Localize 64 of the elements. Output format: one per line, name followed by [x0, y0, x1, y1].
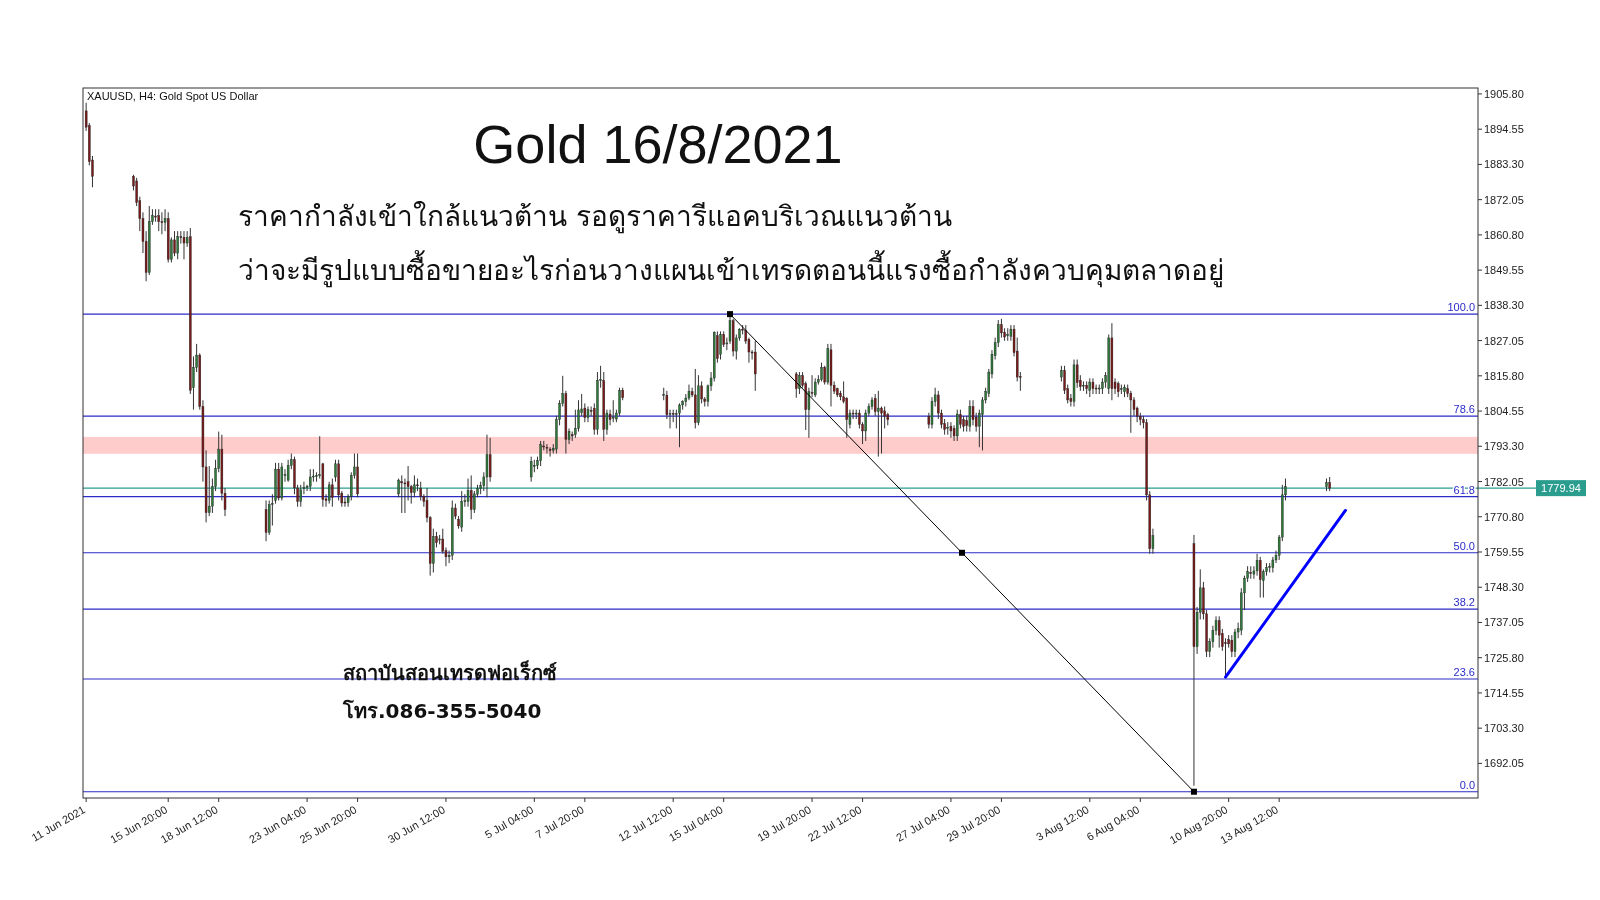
candlestick — [208, 465, 211, 517]
point — [958, 549, 965, 556]
candlestick — [719, 330, 722, 361]
candlestick — [343, 496, 347, 508]
point — [727, 311, 733, 318]
annotation: 0.0 — [1459, 778, 1475, 791]
candlestick — [331, 478, 334, 508]
candlestick — [1218, 615, 1221, 649]
y-tick-label: 1748.30 — [1484, 581, 1524, 594]
annotation: ว่าจะมีรูปแบบซื้อขายอะไรก่อนวางแผนเข้าเทรดตอนนี้แรงซื้อกำลังควบคุมตลาดอยู่ — [238, 250, 1224, 288]
annotation: โทร.086-355-5040 — [342, 699, 542, 723]
candlestick — [545, 443, 549, 454]
annotation: 38.2 — [1453, 596, 1475, 609]
y-tick-label: 1883.30 — [1484, 158, 1524, 171]
candlestick — [1091, 377, 1095, 395]
y-tick-label: 1804.55 — [1484, 405, 1524, 418]
candlestick — [814, 377, 817, 398]
ref-line-label: 1779.94 — [1541, 482, 1581, 495]
y-tick-label: 1759.55 — [1484, 545, 1524, 558]
y-tick-label: 1815.80 — [1484, 369, 1524, 382]
y-tick-label: 1838.30 — [1484, 299, 1524, 312]
candlestick — [485, 434, 489, 498]
y-tick-label: 1725.80 — [1484, 651, 1524, 664]
y-tick-label: 1905.80 — [1484, 87, 1524, 100]
text: Gold 16/8/2021 — [473, 114, 843, 174]
y-tick-label: 1872.05 — [1484, 193, 1524, 206]
annotation: 50.0 — [1453, 539, 1475, 552]
candlestick — [466, 478, 470, 508]
y-tick-label: 1894.55 — [1484, 123, 1524, 136]
point — [1190, 788, 1197, 795]
y-tick-label: 1827.05 — [1484, 334, 1524, 347]
y-tick-label: 1770.80 — [1484, 510, 1524, 523]
candlestick — [1259, 556, 1262, 599]
y-tick-label: 1849.55 — [1484, 264, 1524, 277]
candlestick — [299, 484, 302, 508]
candlestick — [877, 390, 880, 458]
candlestick — [539, 440, 542, 467]
candlestick — [1224, 637, 1227, 677]
candlestick — [160, 211, 164, 235]
candlestick — [176, 230, 179, 260]
y-tick-label: 1692.05 — [1484, 757, 1524, 770]
annotation: 78.6 — [1453, 403, 1475, 416]
y-tick-label: 1782.05 — [1484, 475, 1524, 488]
y-tick-label: 1703.30 — [1484, 722, 1524, 735]
candlestick — [754, 340, 757, 392]
annotation: ราคากำลังเข้าใกล้แนวต้าน รอดูราคารีแอคบริเวณแนวต้าน — [238, 200, 952, 234]
candlestick — [678, 402, 681, 448]
candlestick — [956, 409, 959, 442]
annotation: สถาบันสอนเทรดฟอเร็กซ์ — [343, 660, 557, 685]
candlestick — [1255, 553, 1259, 577]
candlestick — [327, 481, 331, 505]
candlestick — [470, 474, 473, 520]
candlestick — [548, 446, 552, 458]
candlestick — [173, 230, 176, 257]
annotation: XAUUSD, H4: Gold Spot US Dollar — [87, 90, 259, 102]
annotation: 23.6 — [1453, 665, 1475, 678]
y-tick-label: 1737.05 — [1484, 616, 1524, 629]
y-tick-label: 1860.80 — [1484, 228, 1524, 241]
x-tick-label: 11 Jun 2021 — [29, 803, 88, 844]
candlestick — [1000, 318, 1003, 339]
candlestick — [820, 362, 823, 382]
y-tick-label: 1714.55 — [1484, 686, 1524, 699]
annotation: 100.0 — [1447, 301, 1475, 314]
y-tick-label: 1793.30 — [1484, 440, 1524, 453]
